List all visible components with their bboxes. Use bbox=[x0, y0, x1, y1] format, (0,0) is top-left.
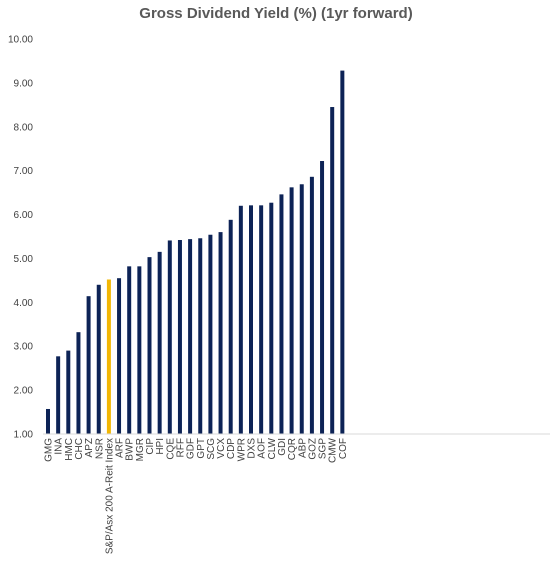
bar bbox=[137, 266, 142, 434]
x-tick-label: APZ bbox=[84, 438, 95, 457]
x-tick-label: VCX bbox=[216, 438, 227, 459]
bar bbox=[177, 240, 182, 434]
bar bbox=[259, 205, 264, 434]
x-tick-label: GDF bbox=[186, 438, 197, 459]
bar bbox=[238, 205, 243, 434]
bar bbox=[147, 257, 152, 434]
x-tick-label: ARF bbox=[115, 438, 126, 458]
bar bbox=[330, 107, 335, 434]
bar bbox=[96, 284, 101, 434]
bar bbox=[127, 266, 132, 434]
bar bbox=[299, 184, 304, 434]
x-tick-label: CLW bbox=[267, 437, 278, 459]
bar bbox=[56, 356, 61, 434]
bar bbox=[46, 408, 50, 434]
x-tick-label: CQE bbox=[165, 438, 176, 460]
x-tick-label: BWP bbox=[125, 438, 136, 461]
bar bbox=[320, 161, 325, 434]
bar bbox=[279, 194, 284, 434]
x-tick-label: CDP bbox=[226, 438, 237, 459]
bar bbox=[157, 251, 162, 434]
y-tick-label: 2.00 bbox=[14, 386, 34, 397]
chart-title: Gross Dividend Yield (%) (1yr forward) bbox=[139, 5, 413, 22]
y-tick-label: 10.00 bbox=[8, 35, 33, 46]
x-tick-label: CIP bbox=[145, 438, 156, 455]
bar bbox=[106, 279, 111, 434]
x-tick-label: GMG bbox=[44, 438, 55, 462]
x-tick-label: GPT bbox=[196, 438, 207, 459]
bar bbox=[218, 232, 223, 434]
bar bbox=[228, 219, 233, 434]
bar bbox=[167, 240, 172, 434]
y-tick-label: 3.00 bbox=[14, 342, 34, 353]
x-tick-label: INA bbox=[54, 438, 65, 455]
bar bbox=[340, 70, 345, 434]
x-axis-labels: GMG INA HMC CHC APZ NSR S&P/Asx 200 A-Reit Ind… bbox=[44, 437, 349, 554]
x-tick-label: SGP bbox=[318, 438, 329, 459]
y-axis-ticks: 1.00 2.00 3.00 4.00 5.00 6.00 7.00 8.00 9.00 10.0… bbox=[8, 35, 33, 441]
bars bbox=[46, 70, 345, 434]
x-tick-label: WPR bbox=[236, 438, 247, 461]
y-tick-label: 1.00 bbox=[14, 430, 34, 441]
x-tick-label: HMC bbox=[64, 438, 75, 461]
x-tick-label: GOZ bbox=[307, 438, 318, 460]
x-tick-label: RFF bbox=[175, 438, 186, 457]
y-tick-label: 5.00 bbox=[14, 254, 34, 265]
bar bbox=[76, 332, 81, 434]
x-tick-label: MGR bbox=[135, 438, 146, 461]
bar bbox=[188, 239, 193, 434]
bar bbox=[249, 205, 253, 434]
x-tick-label: CHC bbox=[74, 438, 85, 460]
x-tick-label: CQR bbox=[287, 438, 298, 460]
bar bbox=[198, 238, 203, 434]
bar bbox=[309, 176, 314, 434]
y-tick-label: 6.00 bbox=[14, 210, 34, 221]
x-tick-label: CMW bbox=[328, 437, 339, 463]
x-tick-label: NSR bbox=[94, 438, 105, 459]
x-tick-label: SCG bbox=[206, 438, 217, 460]
bar bbox=[117, 278, 122, 434]
y-tick-label: 8.00 bbox=[14, 122, 34, 133]
x-tick-label: HPI bbox=[155, 438, 166, 455]
x-tick-label: DXS bbox=[247, 438, 258, 459]
x-tick-label: AOF bbox=[257, 438, 268, 459]
y-tick-label: 9.00 bbox=[14, 78, 34, 89]
y-tick-label: 7.00 bbox=[14, 166, 34, 177]
bar bbox=[289, 187, 294, 434]
bar bbox=[66, 350, 71, 434]
bar bbox=[208, 234, 213, 434]
y-tick-label: 4.00 bbox=[14, 298, 34, 309]
x-tick-label: ABP bbox=[297, 438, 308, 458]
bar bbox=[86, 296, 91, 434]
x-tick-label: S&P/Asx 200 A-Reit Index bbox=[104, 438, 115, 554]
x-tick-label: COF bbox=[338, 438, 349, 459]
x-tick-label: GDI bbox=[277, 438, 288, 456]
bar bbox=[269, 202, 274, 434]
